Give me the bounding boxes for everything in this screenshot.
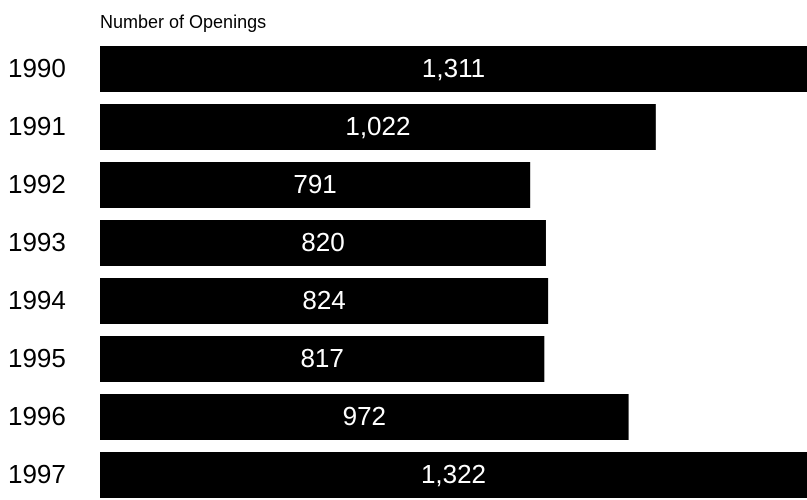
chart-title: Number of Openings [100,12,266,32]
bar [100,278,549,324]
value-label: 820 [301,227,344,257]
bar [100,452,807,498]
y-tick-label: 1991 [8,111,66,141]
value-label: 1,311 [422,53,485,83]
bar [100,162,531,208]
y-tick-label: 1992 [8,169,66,199]
y-tick-label: 1990 [8,53,66,83]
y-tick-label: 1994 [8,285,66,315]
y-tick-label: 1996 [8,401,66,431]
bar [100,220,546,266]
y-tick-label: 1997 [8,459,66,489]
value-label: 1,322 [421,459,486,489]
value-label: 972 [343,401,386,431]
value-label: 791 [293,169,336,199]
y-tick-label: 1993 [8,227,66,257]
value-label: 817 [300,343,343,373]
bar [100,104,656,150]
value-label: 1,022 [345,111,410,141]
bar [100,394,629,440]
bar [100,46,807,92]
value-label: 824 [302,285,345,315]
bar [100,336,545,382]
y-tick-label: 1995 [8,343,66,373]
